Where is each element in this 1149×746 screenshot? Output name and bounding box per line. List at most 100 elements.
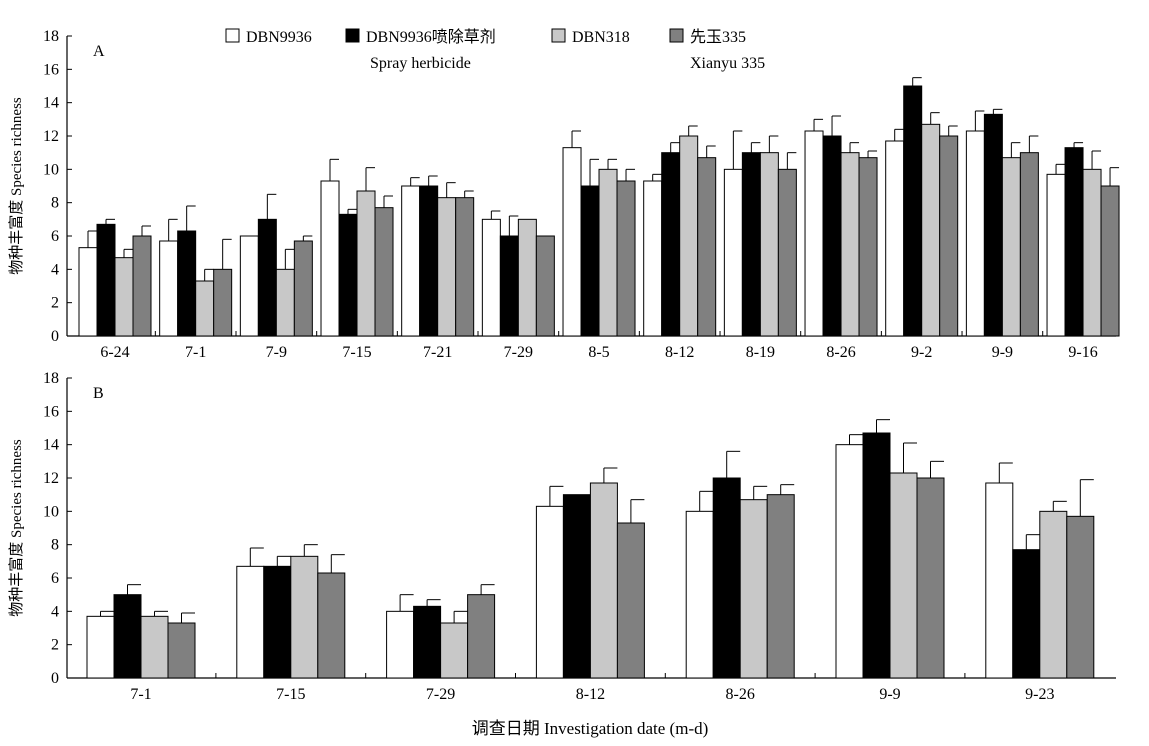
bar	[589, 482, 618, 679]
y-tick-label: 8	[51, 537, 59, 554]
bar	[177, 230, 197, 337]
bar	[679, 135, 699, 337]
bar	[862, 432, 891, 679]
legend-swatch	[669, 28, 684, 43]
panel-a-chart: 0 2 4 6 8 10 12 14 16 18 物种丰富度 Species richness A 6-…	[7, 28, 1120, 361]
bar	[921, 123, 941, 337]
y-tick-label: 4	[51, 603, 59, 620]
legend-swatch	[225, 28, 240, 43]
bar	[239, 235, 259, 337]
bar	[401, 185, 421, 337]
bar	[804, 130, 824, 337]
legend-swatch	[345, 28, 360, 43]
x-tick-label: 7-29	[504, 344, 533, 361]
y-tick-label: 2	[51, 295, 59, 312]
bar	[290, 555, 319, 679]
bar	[939, 135, 959, 337]
bar	[114, 257, 134, 337]
bar	[455, 197, 475, 337]
legend-label: DBN9936喷除草剂	[366, 28, 496, 46]
x-tick-label: 9-9	[992, 344, 1013, 361]
bar	[685, 510, 714, 679]
bar	[86, 615, 115, 679]
bar	[885, 140, 905, 337]
bar	[840, 152, 860, 337]
bar	[113, 594, 142, 679]
panel-b-chart: 0 2 4 6 8 10 12 14 16 18 物种丰富度 Species richness B 7-…	[7, 370, 1116, 703]
bar	[985, 482, 1014, 679]
x-axis-title: 调查日期 Investigation date (m-d)	[472, 719, 709, 738]
legend-label: DBN318	[572, 29, 630, 46]
bar	[983, 113, 1003, 337]
bar	[356, 190, 376, 337]
bar	[916, 477, 945, 679]
y-axis-title: 物种丰富度 Species richness	[7, 97, 25, 275]
bar	[293, 240, 313, 337]
bar	[275, 268, 295, 337]
bar	[1066, 515, 1095, 679]
x-tick-label: 9-9	[879, 686, 900, 703]
x-tick-label: 9-2	[911, 344, 932, 361]
legend-label: DBN9936	[246, 29, 312, 46]
y-tick-label: 18	[43, 28, 59, 45]
bar	[723, 168, 743, 337]
bar	[741, 152, 761, 337]
x-tick-label: 8-5	[588, 344, 609, 361]
bar	[777, 168, 797, 337]
bar	[437, 197, 457, 337]
bar	[140, 615, 169, 679]
bar	[96, 223, 116, 337]
bar	[835, 444, 864, 679]
bar	[263, 565, 292, 679]
y-tick-label: 10	[43, 161, 59, 178]
bar	[481, 218, 501, 337]
bar	[759, 152, 779, 337]
bar	[712, 477, 741, 679]
y-tick-label: 14	[43, 95, 59, 112]
bar	[517, 218, 537, 337]
x-tick-label: 7-1	[130, 686, 151, 703]
legend-sublabel: Spray herbicide	[370, 55, 471, 72]
bar	[320, 180, 340, 337]
bar	[167, 622, 196, 679]
bar	[766, 494, 795, 679]
x-tick-label: 7-9	[266, 344, 287, 361]
bar	[159, 240, 179, 337]
bar	[236, 565, 265, 679]
bar	[78, 247, 98, 337]
y-tick-label: 6	[51, 228, 59, 245]
x-tick-label: 7-15	[342, 344, 371, 361]
bar	[419, 185, 439, 337]
bar	[822, 135, 842, 337]
legend: DBN9936 DBN9936喷除草剂 Spray herbicide DBN318 先…	[225, 28, 765, 72]
y-axis-title: 物种丰富度 Species richness	[7, 439, 25, 617]
bar	[257, 218, 277, 337]
bar	[535, 505, 564, 679]
bar	[467, 594, 496, 679]
y-tick-label: 16	[43, 61, 59, 78]
y-tick-label: 0	[51, 670, 59, 687]
bar	[858, 157, 878, 337]
bar	[1046, 173, 1066, 337]
y-tick-label: 12	[43, 128, 59, 145]
y-tick-label: 2	[51, 637, 59, 654]
bar	[213, 268, 233, 337]
bar	[1082, 168, 1102, 337]
legend-swatch	[551, 28, 566, 43]
bar	[616, 522, 645, 679]
x-tick-label: 7-1	[185, 344, 206, 361]
bar	[889, 472, 918, 679]
bar	[499, 235, 519, 337]
bar	[965, 130, 985, 337]
y-tick-label: 8	[51, 195, 59, 212]
panel-label: B	[93, 385, 104, 402]
bar	[562, 147, 582, 337]
bar	[562, 494, 591, 679]
x-tick-label: 6-24	[100, 344, 129, 361]
bar	[616, 180, 636, 337]
bar	[643, 180, 663, 337]
bar	[1064, 147, 1084, 337]
x-tick-label: 7-21	[423, 344, 452, 361]
bar	[598, 168, 618, 337]
